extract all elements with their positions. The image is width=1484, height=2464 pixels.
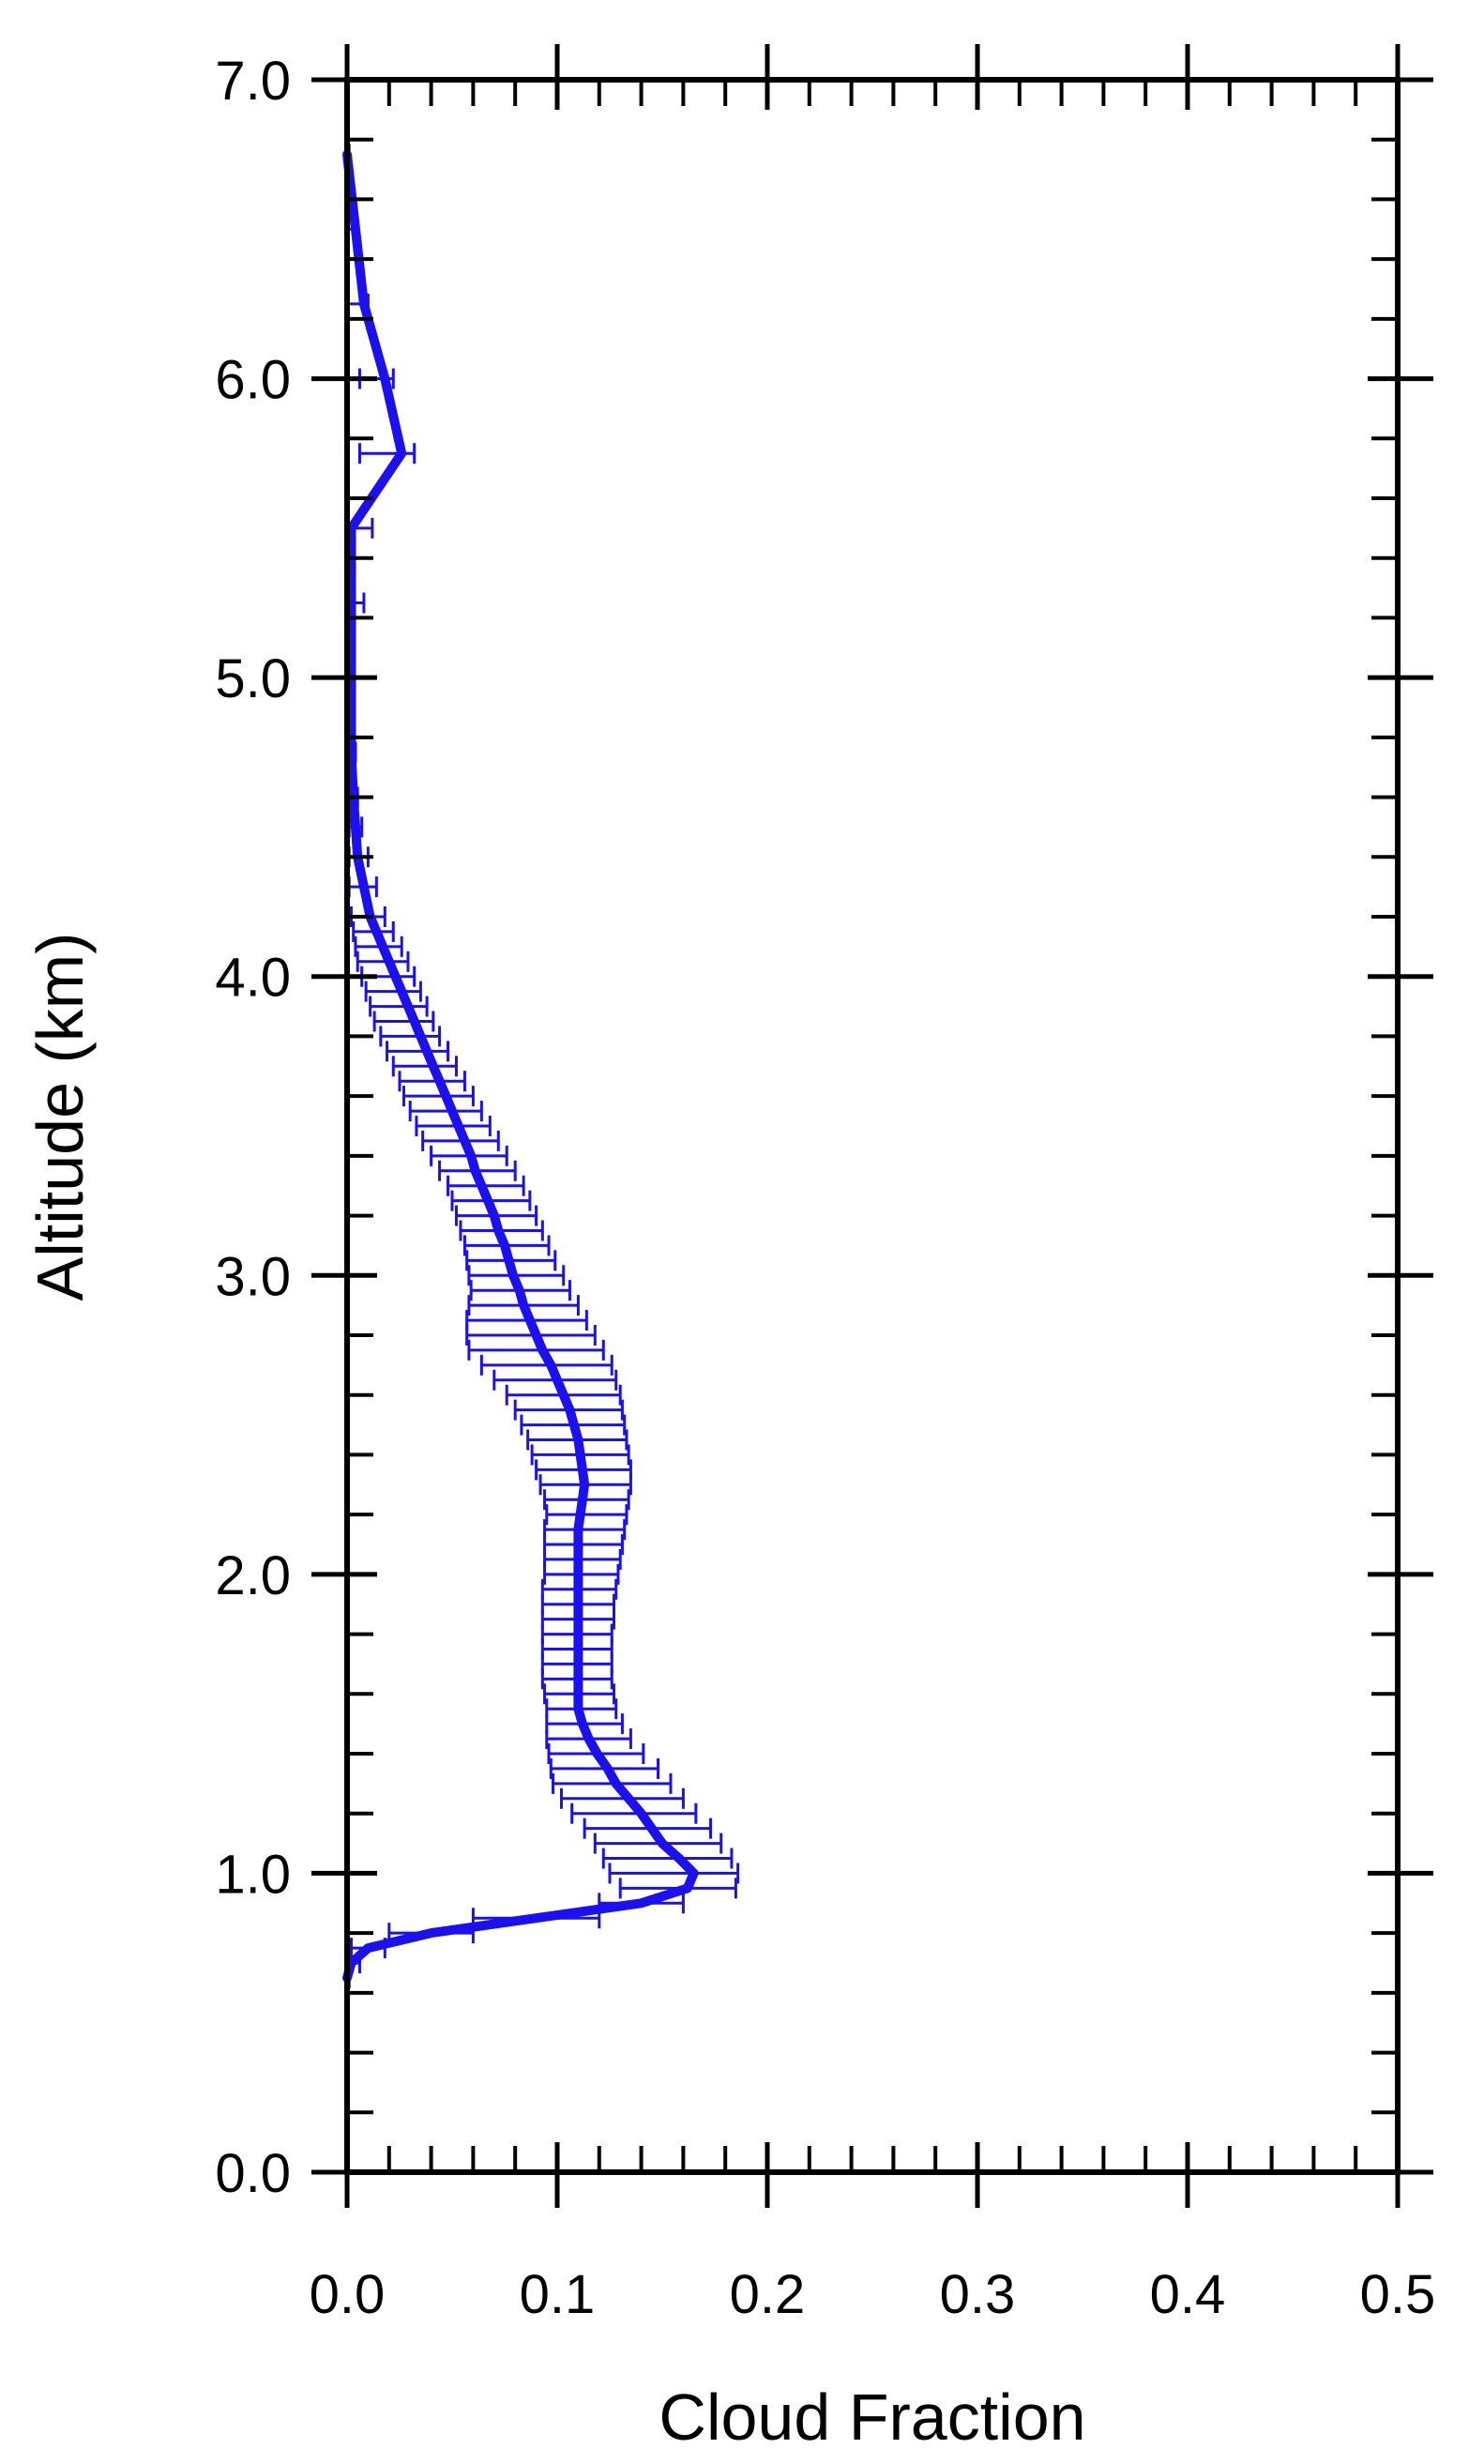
y-tick-label: 7.0 <box>215 51 291 112</box>
y-tick-label: 1.0 <box>215 1844 291 1905</box>
series-line <box>342 149 699 1983</box>
series-line-group <box>342 149 699 1983</box>
y-tick-label: 3.0 <box>215 1246 291 1307</box>
plot-frame <box>344 77 1401 2175</box>
tick-labels: 0.0 0.1 0.2 0.3 0.4 0.5 0.0 1.0 2.0 3.0 4.0 5.0 6.0 7… <box>215 51 1435 2325</box>
y-axis-title: Altitude (km) <box>23 933 97 1301</box>
x-tick-label: 0.1 <box>520 2264 596 2325</box>
y-tick-label: 0.0 <box>215 2143 291 2204</box>
x-tick-label: 0.0 <box>310 2264 386 2325</box>
axis-ticks <box>311 44 1433 2208</box>
x-tick-label: 0.5 <box>1360 2264 1436 2325</box>
error-bars <box>345 144 740 1988</box>
y-tick-label: 4.0 <box>215 948 291 1009</box>
x-tick-label: 0.4 <box>1150 2264 1226 2325</box>
y-tick-label: 6.0 <box>215 350 291 411</box>
x-axis-title: Cloud Fraction <box>659 2380 1085 2454</box>
y-tick-label: 2.0 <box>215 1545 291 1606</box>
x-tick-label: 0.2 <box>730 2264 806 2325</box>
x-tick-label: 0.3 <box>940 2264 1016 2325</box>
y-tick-label: 5.0 <box>215 648 291 709</box>
